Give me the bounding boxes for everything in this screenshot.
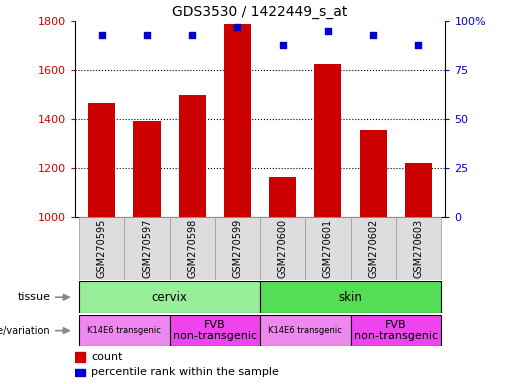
Text: cervix: cervix [151,291,187,304]
Text: K14E6 transgenic: K14E6 transgenic [268,326,342,335]
Bar [79,281,260,313]
Text: GSM270600: GSM270600 [278,219,288,278]
Text: GSM270597: GSM270597 [142,219,152,278]
Text: GSM270595: GSM270595 [97,219,107,278]
Bar [260,315,351,346]
Text: percentile rank within the sample: percentile rank within the sample [91,367,279,377]
Bar [260,281,441,313]
Bar [79,315,169,346]
Bar [169,315,260,346]
Point [233,24,242,30]
Text: GSM270601: GSM270601 [323,219,333,278]
Bar [351,217,396,280]
Bar [351,315,441,346]
Text: genotype/variation: genotype/variation [0,326,50,336]
Point [279,41,287,48]
Bar [314,64,341,217]
Bar [75,369,85,376]
Bar [359,130,387,217]
Text: GSM270599: GSM270599 [232,219,243,278]
Text: GSM270602: GSM270602 [368,219,378,278]
Bar [169,217,215,280]
Point [369,32,377,38]
Text: GSM270603: GSM270603 [414,219,423,278]
Bar [75,353,85,362]
Text: FVB
non-transgenic: FVB non-transgenic [173,320,257,341]
Bar [405,163,432,217]
Bar [179,94,206,217]
Text: skin: skin [338,291,363,304]
Text: K14E6 transgenic: K14E6 transgenic [88,326,161,335]
Point [414,41,422,48]
Bar [260,217,305,280]
Text: FVB
non-transgenic: FVB non-transgenic [354,320,438,341]
Point [143,32,151,38]
Point [324,28,332,34]
Bar [215,217,260,280]
Bar [396,217,441,280]
Text: GSM270598: GSM270598 [187,219,197,278]
Point [188,32,196,38]
Text: count: count [91,352,123,362]
Title: GDS3530 / 1422449_s_at: GDS3530 / 1422449_s_at [173,5,348,19]
Bar [88,103,115,217]
Text: tissue: tissue [18,292,50,302]
Bar [79,217,125,280]
Bar [305,217,351,280]
Bar [269,177,296,217]
Bar [224,23,251,217]
Bar [133,121,161,217]
Bar [125,217,169,280]
Point [98,32,106,38]
